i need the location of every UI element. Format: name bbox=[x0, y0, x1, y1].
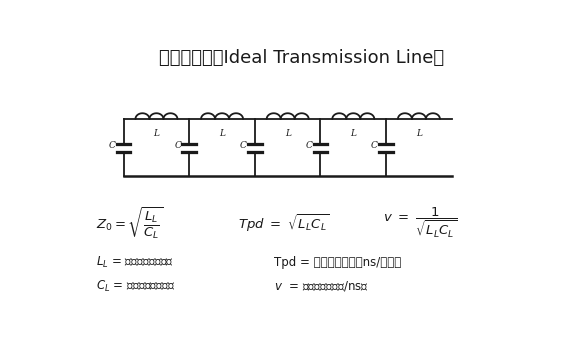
Text: C: C bbox=[240, 141, 247, 149]
Text: C: C bbox=[109, 141, 115, 149]
Text: C: C bbox=[174, 141, 181, 149]
Text: $v\ =\ \dfrac{1}{\sqrt{L_L C_L}}$: $v\ =\ \dfrac{1}{\sqrt{L_L C_L}}$ bbox=[383, 206, 457, 240]
Text: $Tpd\ =\ \sqrt{L_L C_L}$: $Tpd\ =\ \sqrt{L_L C_L}$ bbox=[238, 213, 329, 234]
Text: L: L bbox=[219, 129, 225, 138]
Text: Tpd = 单位长度延迟（ns/长度）: Tpd = 单位长度延迟（ns/长度） bbox=[274, 256, 401, 269]
Text: $Z_0 = \sqrt{\dfrac{L_L}{C_L}}$: $Z_0 = \sqrt{\dfrac{L_L}{C_L}}$ bbox=[96, 206, 163, 241]
Text: L: L bbox=[350, 129, 356, 138]
Text: 理想传输线（Ideal Transmission Line）: 理想传输线（Ideal Transmission Line） bbox=[159, 48, 444, 66]
Text: L: L bbox=[285, 129, 290, 138]
Text: $v$  = 传输速度（长度/ns）: $v$ = 传输速度（长度/ns） bbox=[274, 279, 369, 293]
Text: L: L bbox=[416, 129, 422, 138]
Text: L: L bbox=[153, 129, 159, 138]
Text: $L_L$ = 单位长度上的电感: $L_L$ = 单位长度上的电感 bbox=[96, 255, 174, 270]
Text: C: C bbox=[305, 141, 312, 149]
Text: $C_L$ = 单位长度上的电容: $C_L$ = 单位长度上的电容 bbox=[96, 279, 176, 294]
Text: C: C bbox=[371, 141, 378, 149]
